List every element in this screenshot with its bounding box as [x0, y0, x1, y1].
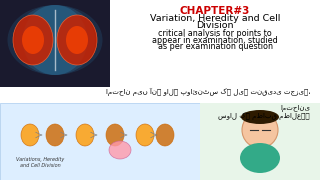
Text: Division: Division: [196, 21, 234, 30]
Text: Variations, Heredity
and Cell Division: Variations, Heredity and Cell Division: [16, 157, 64, 168]
Ellipse shape: [7, 5, 102, 75]
FancyBboxPatch shape: [0, 87, 320, 105]
Ellipse shape: [57, 15, 97, 65]
Ellipse shape: [240, 143, 280, 173]
FancyBboxPatch shape: [110, 0, 320, 90]
Ellipse shape: [136, 124, 154, 146]
Ellipse shape: [66, 26, 88, 54]
FancyBboxPatch shape: [0, 0, 110, 90]
Text: critical analysis for points to: critical analysis for points to: [158, 29, 272, 38]
Text: appear in examination, studied: appear in examination, studied: [152, 35, 278, 44]
Ellipse shape: [76, 124, 94, 146]
FancyBboxPatch shape: [200, 103, 320, 180]
FancyBboxPatch shape: [0, 103, 200, 180]
Text: Variation, Heredity and Cell: Variation, Heredity and Cell: [150, 14, 280, 23]
Ellipse shape: [106, 124, 124, 146]
Circle shape: [242, 112, 278, 148]
Text: امتحانی: امتحانی: [280, 105, 310, 112]
Ellipse shape: [241, 110, 279, 124]
Ellipse shape: [13, 15, 53, 65]
Text: امتحان میں آنے والے پوائنٹس کے لیے تنقیدی تجزیہ،: امتحان میں آنے والے پوائنٹس کے لیے تنقید…: [106, 88, 310, 96]
Ellipse shape: [156, 124, 174, 146]
Text: سوال کے مطابق مطالعہ۔: سوال کے مطابق مطالعہ۔: [218, 112, 310, 120]
Ellipse shape: [22, 5, 87, 75]
Text: CHAPTER#3: CHAPTER#3: [180, 6, 250, 16]
Ellipse shape: [21, 124, 39, 146]
Ellipse shape: [15, 5, 95, 75]
Ellipse shape: [22, 26, 44, 54]
Text: as per examination question: as per examination question: [157, 42, 273, 51]
Ellipse shape: [109, 141, 131, 159]
Ellipse shape: [46, 124, 64, 146]
